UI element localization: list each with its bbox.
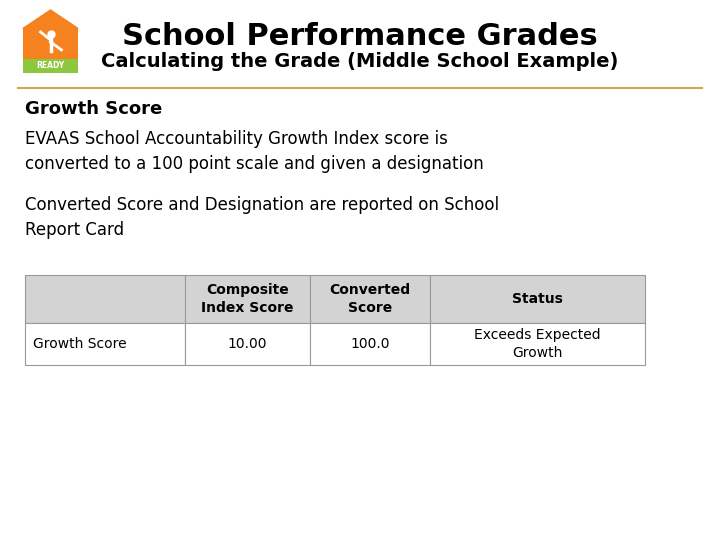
Text: Calculating the Grade (Middle School Example): Calculating the Grade (Middle School Exa… bbox=[102, 52, 618, 71]
FancyBboxPatch shape bbox=[25, 323, 185, 365]
Text: Growth Score: Growth Score bbox=[33, 337, 127, 351]
Text: 10.00: 10.00 bbox=[228, 337, 267, 351]
FancyBboxPatch shape bbox=[185, 275, 310, 323]
FancyBboxPatch shape bbox=[310, 323, 430, 365]
FancyBboxPatch shape bbox=[430, 323, 645, 365]
FancyBboxPatch shape bbox=[185, 323, 310, 365]
Text: Growth Score: Growth Score bbox=[25, 100, 162, 118]
FancyBboxPatch shape bbox=[430, 275, 645, 323]
Text: EVAAS School Accountability Growth Index score is
converted to a 100 point scale: EVAAS School Accountability Growth Index… bbox=[25, 130, 484, 173]
Text: Converted Score and Designation are reported on School
Report Card: Converted Score and Designation are repo… bbox=[25, 196, 499, 239]
FancyBboxPatch shape bbox=[23, 29, 78, 59]
Text: Composite
Index Score: Composite Index Score bbox=[202, 284, 294, 315]
FancyBboxPatch shape bbox=[23, 59, 78, 73]
Text: Converted
Score: Converted Score bbox=[330, 284, 410, 315]
Text: 100.0: 100.0 bbox=[350, 337, 390, 351]
Text: School Performance Grades: School Performance Grades bbox=[122, 22, 598, 51]
FancyBboxPatch shape bbox=[25, 275, 185, 323]
FancyBboxPatch shape bbox=[310, 275, 430, 323]
Polygon shape bbox=[23, 10, 78, 29]
Text: Status: Status bbox=[512, 292, 563, 306]
Text: READY: READY bbox=[37, 62, 65, 70]
Text: Exceeds Expected
Growth: Exceeds Expected Growth bbox=[474, 328, 600, 360]
